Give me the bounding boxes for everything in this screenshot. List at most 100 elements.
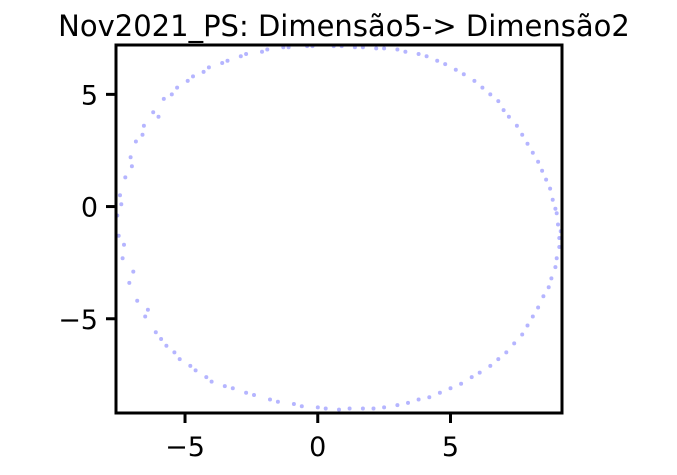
data-point [556,222,560,227]
data-point [472,78,477,83]
data-point [501,108,506,113]
data-point [382,46,387,51]
data-point [230,386,235,391]
data-point [548,186,553,191]
data-point [123,175,128,180]
data-point [416,52,421,56]
data-point [156,114,161,119]
data-point [477,370,482,375]
data-point [188,363,193,368]
data-point [116,233,121,238]
data-point [536,305,541,310]
data-point [133,139,138,144]
y-tick-label: 5 [81,80,98,111]
data-point [118,193,122,198]
data-point [141,123,146,128]
data-point [371,406,376,411]
data-point [406,400,410,405]
data-point [347,406,352,411]
data-point [549,276,554,281]
data-point [185,78,190,83]
x-tick-label: −5 [165,432,205,463]
data-point [546,285,551,290]
data-point [159,337,164,341]
data-point [459,381,464,386]
data-point [244,52,249,56]
data-point [553,265,558,270]
data-point [488,92,493,97]
data-point [520,132,525,137]
data-point [541,294,546,299]
plot-frame [114,43,564,415]
data-point [488,363,493,368]
data-point [525,323,530,328]
data-point [299,404,304,409]
data-point [514,123,519,128]
data-point [201,69,206,74]
data-point [143,314,148,319]
data-point [506,114,511,119]
data-point [337,407,341,412]
x-tick-label: 0 [309,432,326,463]
data-point [193,368,198,373]
data-point [374,46,379,51]
data-point [161,96,166,101]
data-point [153,330,158,335]
data-point [291,402,296,406]
data-point [448,386,453,391]
data-point [512,341,517,346]
data-point [424,54,429,59]
data-point [496,357,501,362]
data-point [140,132,145,137]
data-point [443,62,448,67]
data-point [461,72,466,77]
data-point [536,159,541,164]
data-point [122,242,126,247]
data-point [469,375,474,380]
data-point [435,58,440,63]
data-point [120,256,125,261]
data-point [520,332,525,337]
data-point [119,202,124,207]
data-point [395,403,400,408]
data-point [382,405,387,410]
data-point [175,85,180,90]
data-point [323,406,328,411]
data-point [135,298,140,303]
data-point [191,74,195,79]
data-point [315,405,320,410]
x-tick-label: 5 [442,432,459,463]
data-point [554,256,559,261]
data-point [403,49,408,54]
data-point [220,61,225,65]
data-point [416,397,421,402]
data-point [209,379,214,384]
data-point [496,99,501,104]
data-point [177,357,182,362]
chart-title: Nov2021_PS: Dimensão5-> Dimensão2 [58,9,630,43]
data-point [244,390,249,395]
data-point [453,67,458,72]
data-point [525,141,530,146]
y-tick-label: −5 [58,305,98,336]
data-point [131,269,136,274]
data-point [504,350,509,355]
points-layer [115,44,563,412]
data-point [554,211,559,216]
data-point [268,397,272,402]
data-point [172,350,177,355]
data-point [480,85,485,90]
data-point [260,49,264,54]
data-point [129,164,134,169]
data-point [395,47,400,52]
data-point [557,236,562,240]
data-point [540,168,545,173]
data-point [222,384,227,389]
data-point [530,314,535,319]
data-point [550,197,555,202]
data-point [238,54,243,59]
data-point [169,92,174,97]
ticks-layer: −5 0 5 −5 0 5 [58,80,459,463]
data-point [164,343,169,348]
